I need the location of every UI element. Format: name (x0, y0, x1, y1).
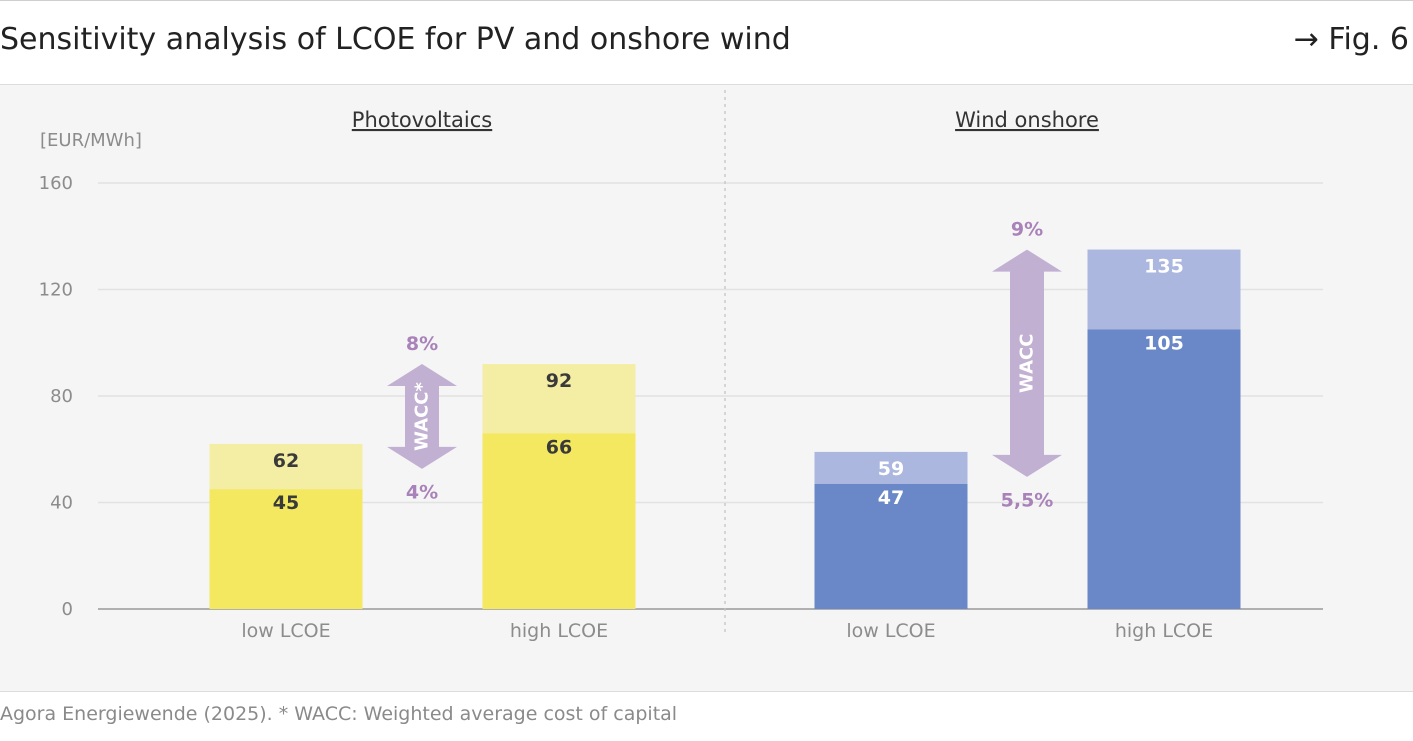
y-tick-label: 80 (50, 386, 73, 407)
top-rule (0, 0, 1413, 1)
panel-title: Wind onshore (955, 108, 1099, 132)
panel-title: Photovoltaics (352, 108, 492, 132)
wacc-low-label: 5,5% (1001, 490, 1054, 512)
data-label-high: 92 (546, 370, 572, 392)
x-tick-label: low LCOE (241, 620, 330, 642)
wacc-arrow-label: WACC* (412, 381, 433, 450)
bar-high-wacc (814, 451, 968, 484)
bar-high-wacc (482, 364, 636, 434)
wacc-range-arrow (387, 364, 457, 469)
x-tick-label: high LCOE (510, 620, 608, 642)
chart-title: Sensitivity analysis of LCOE for PV and … (0, 22, 791, 57)
data-label-low: 47 (878, 487, 904, 509)
data-label-high: 135 (1144, 256, 1184, 278)
source-note: Agora Energiewende (2025). * WACC: Weigh… (0, 703, 678, 725)
y-unit-label: [EUR/MWh] (40, 130, 142, 151)
bar-high-wacc (1087, 249, 1241, 330)
wacc-low-label: 4% (406, 482, 438, 504)
wacc-arrow-label: WACC (1017, 334, 1038, 393)
bar-high-wacc (209, 443, 363, 490)
wacc-high-label: 9% (1011, 219, 1043, 241)
data-label-low: 66 (546, 436, 572, 458)
data-label-high: 59 (878, 458, 904, 480)
bar-low-wacc (814, 483, 968, 609)
figure-reference: → Fig. 6 (1293, 22, 1409, 57)
data-label-high: 62 (273, 450, 299, 472)
data-label-low: 45 (273, 492, 299, 514)
wacc-high-label: 8% (406, 333, 438, 355)
y-tick-label: 0 (62, 599, 73, 620)
y-tick-label: 120 (39, 280, 73, 301)
data-label-low: 105 (1144, 332, 1184, 354)
bar-low-wacc (482, 433, 636, 609)
wacc-range-arrow (992, 249, 1062, 477)
y-tick-label: 160 (39, 173, 73, 194)
bar-low-wacc (209, 489, 363, 609)
x-tick-label: high LCOE (1115, 620, 1213, 642)
y-tick-label: 40 (50, 493, 73, 514)
x-tick-label: low LCOE (846, 620, 935, 642)
bar-low-wacc (1087, 329, 1241, 609)
